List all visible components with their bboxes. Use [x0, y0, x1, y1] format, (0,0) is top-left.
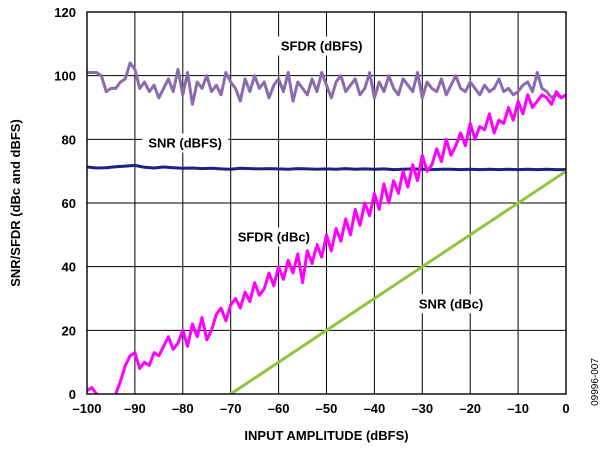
annotation-background [412, 294, 490, 314]
x-tick-label: –100 [73, 401, 102, 416]
x-tick-label: –30 [411, 401, 433, 416]
y-axis-title: SNR/SFDR (dBc and dBFS) [8, 119, 23, 287]
series-annotation: SFDR (dBc) [231, 227, 316, 247]
y-tick-label: 100 [54, 69, 76, 84]
series-line-snr-dbc [229, 169, 566, 394]
annotation-label: SNR (dBFS) [148, 136, 222, 151]
x-tick-label: –60 [268, 401, 290, 416]
x-tick-label: –10 [507, 401, 529, 416]
series-annotation: SFDR (dBFS) [274, 36, 369, 56]
series-annotation: SNR (dBc) [412, 294, 490, 314]
y-tick-label: 20 [62, 323, 76, 338]
y-tick-label: 120 [54, 5, 76, 20]
x-tick-label: –50 [316, 401, 338, 416]
grid-lines [86, 11, 567, 395]
x-tick-label: –90 [124, 401, 146, 416]
annotation-label: SNR (dBc) [419, 296, 483, 311]
annotation-background [274, 36, 369, 56]
y-tick-label: 40 [62, 260, 76, 275]
annotation-background [142, 133, 229, 153]
annotation-background [231, 227, 316, 247]
x-tick-label: –20 [459, 401, 481, 416]
series-annotations: SFDR (dBFS) SNR (dBFS) SFDR (dBc) SNR (dBc) [142, 36, 490, 314]
x-tick-labels: –100 –90 –80 –70 –60 –50 –40 –30 –20 –10 0 [73, 401, 570, 416]
y-tick-label: 60 [62, 196, 76, 211]
series-annotation: SNR (dBFS) [142, 133, 229, 153]
x-axis-title: INPUT AMPLITUDE (dBFS) [244, 428, 408, 443]
series-line-sfdr-dbc [87, 90, 566, 394]
x-tick-label: –40 [364, 401, 386, 416]
series-line-sfdr-dbfs [87, 61, 566, 106]
annotation-label: SFDR (dBc) [238, 229, 310, 244]
figure-code: 09996-007 [590, 358, 601, 406]
plot-frame [86, 11, 567, 395]
x-tick-label: –80 [172, 401, 194, 416]
series-line-snr-dbfs [87, 163, 566, 172]
x-tick-label: 0 [562, 401, 569, 416]
y-tick-label: 0 [69, 387, 76, 402]
y-tick-labels: 0 20 40 60 80 100 120 [54, 5, 76, 402]
annotation-label: SFDR (dBFS) [281, 38, 363, 53]
x-tick-label: –70 [220, 401, 242, 416]
y-tick-label: 80 [62, 132, 76, 147]
series-lines [87, 61, 566, 394]
